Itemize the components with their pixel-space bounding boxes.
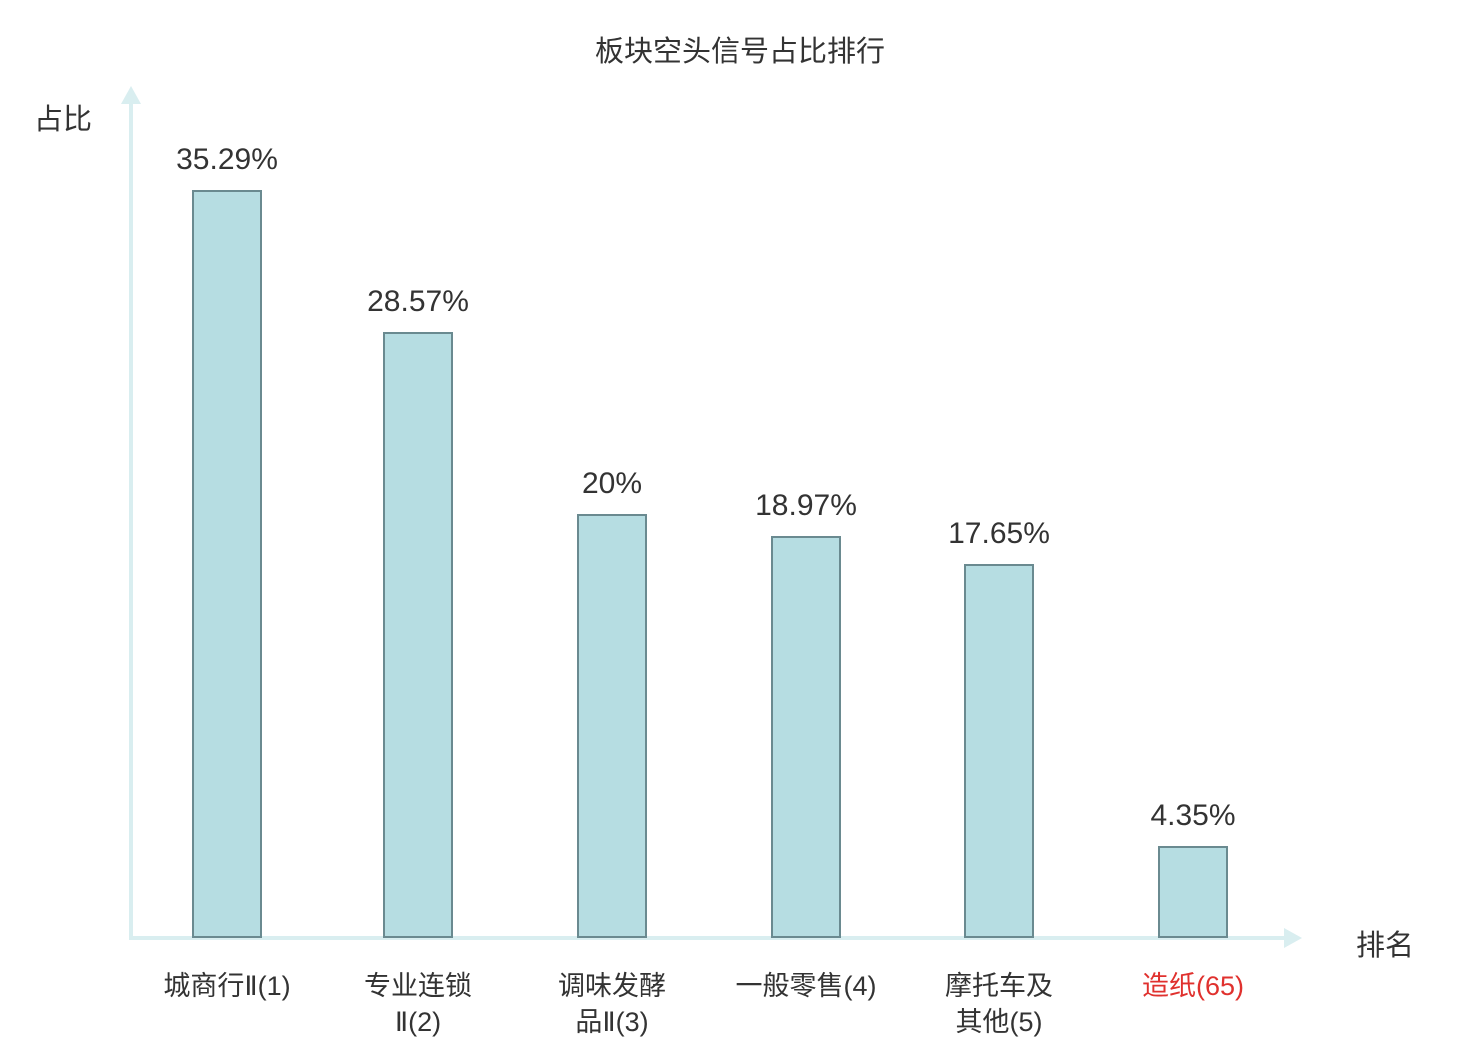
x-axis-arrow-icon [1284,928,1302,948]
bar-category-label: 摩托车及 其他(5) [945,971,1053,1037]
bar-value-label: 28.57% [367,285,469,318]
bar-1 [192,190,262,938]
bar-category-label: 城商行Ⅱ(1) [163,971,291,1001]
x-axis-label: 排名 [1356,930,1415,962]
y-axis-arrow-icon [121,86,141,104]
bar-value-label: 4.35% [1150,799,1236,832]
bar-4 [771,536,841,938]
bar-2 [383,332,453,938]
bar-value-label: 20% [581,467,643,500]
chart-title: 板块空头信号占比排行 [594,36,885,68]
bar-6 [1158,846,1228,938]
bar-5 [964,564,1034,938]
bar-value-label: 17.65% [948,517,1050,550]
y-axis-label: 占比 [34,104,93,136]
bar-category-label: 一般零售(4) [735,971,877,1001]
bar-category-label: 专业连锁 Ⅱ(2) [364,971,472,1037]
bar-3 [577,514,647,938]
bar-value-label: 35.29% [176,143,278,176]
bar-value-label: 18.97% [755,489,857,522]
bar-category-label: 造纸(65) [1141,971,1244,1001]
bar-category-label: 调味发酵 品Ⅱ(3) [558,971,666,1037]
